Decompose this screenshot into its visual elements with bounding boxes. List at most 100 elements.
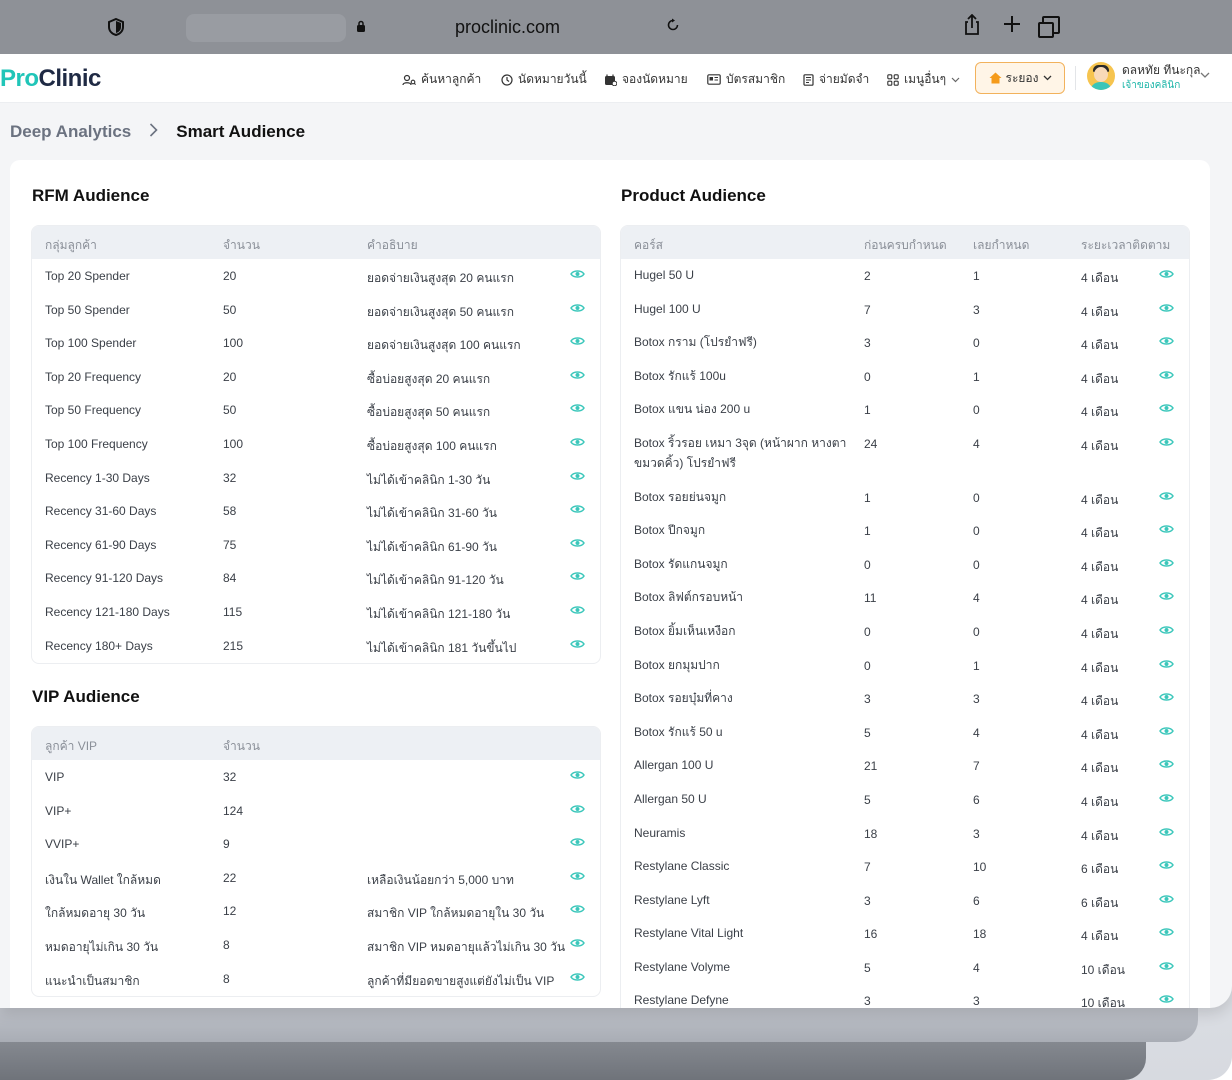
table-row[interactable]: แนะนำเป็นสมาชิก 8 ลูกค้าที่มียอดขายสูงแต่ย… (32, 962, 600, 996)
view-eye-icon[interactable] (570, 837, 585, 847)
view-eye-icon[interactable] (1159, 437, 1174, 447)
table-row[interactable]: ใกล้หมดอายุ 30 วัน 12 สมาชิก VIP ใกล้หมดอา… (32, 894, 600, 928)
view-eye-icon[interactable] (570, 471, 585, 481)
reload-icon[interactable] (666, 17, 680, 37)
shield-icon[interactable] (108, 17, 126, 37)
view-eye-icon[interactable] (1159, 336, 1174, 346)
view-eye-icon[interactable] (570, 336, 585, 346)
table-row[interactable]: เงินใน Wallet ใกล้หมด 22 เหลือเงินน้อยกว่า… (32, 861, 600, 895)
view-eye-icon[interactable] (570, 370, 585, 380)
view-eye-icon[interactable] (570, 972, 585, 982)
view-eye-icon[interactable] (1159, 726, 1174, 736)
table-row[interactable]: Recency 121-180 Days 115 ไม่ได้เข้าคลินิก … (32, 595, 600, 629)
view-eye-icon[interactable] (1159, 793, 1174, 803)
table-row[interactable]: Allergan 100 U 21 7 4 เดือน (621, 749, 1189, 783)
view-eye-icon[interactable] (1159, 961, 1174, 971)
view-eye-icon[interactable] (570, 303, 585, 313)
avatar[interactable] (1087, 62, 1115, 90)
view-eye-icon[interactable] (1159, 860, 1174, 870)
view-eye-icon[interactable] (570, 571, 585, 581)
view-eye-icon[interactable] (570, 770, 585, 780)
view-eye-icon[interactable] (570, 871, 585, 881)
table-row[interactable]: Restylane Volyme 5 4 10 เดือน (621, 951, 1189, 985)
table-row[interactable]: Top 20 Frequency 20 ซื้อบ่อยสูงสุด 20 คนแร… (32, 360, 600, 394)
table-row[interactable]: Recency 1-30 Days 32 ไม่ได้เข้าคลินิก 1-30… (32, 461, 600, 495)
table-row[interactable]: Botox ลิฟต์กรอบหน้า 11 4 4 เดือน (621, 581, 1189, 615)
view-eye-icon[interactable] (570, 804, 585, 814)
nav-deposit[interactable]: จ่ายมัดจำ (803, 70, 869, 89)
table-row[interactable]: Restylane Lyft 3 6 6 เดือน (621, 884, 1189, 918)
view-eye-icon[interactable] (570, 904, 585, 914)
share-icon[interactable] (964, 13, 980, 42)
table-row[interactable]: Top 50 Spender 50 ยอดจ่ายเงินสูงสุด 50 คนแ… (32, 293, 600, 327)
table-row[interactable]: VIP+ 124 (32, 794, 600, 828)
nav-today-appointments[interactable]: นัดหมายวันนี้ (501, 70, 587, 89)
table-row[interactable]: หมดอายุไม่เกิน 30 วัน 8 สมาชิก VIP หมดอายุ… (32, 928, 600, 962)
url-text[interactable]: proclinic.com (455, 17, 561, 37)
user-name[interactable]: ดลหทัย ทีนะกุล (1122, 63, 1201, 77)
table-row[interactable]: Botox รัดแกนจมูก 0 0 4 เดือน (621, 548, 1189, 582)
breadcrumb-deep-analytics[interactable]: Deep Analytics (10, 122, 132, 141)
table-row[interactable]: Botox กราม (โปรยำฟรี) 3 0 4 เดือน (621, 326, 1189, 360)
table-row[interactable]: Botox ยิ้มเห็นเหงือก 0 0 4 เดือน (621, 615, 1189, 649)
view-eye-icon[interactable] (570, 538, 585, 548)
table-row[interactable]: Hugel 50 U 2 1 4 เดือน (621, 259, 1189, 293)
table-row[interactable]: Botox แขน น่อง 200 u 1 0 4 เดือน (621, 393, 1189, 427)
table-row[interactable]: Recency 31-60 Days 58 ไม่ได้เข้าคลินิก 31-… (32, 494, 600, 528)
table-row[interactable]: Recency 61-90 Days 75 ไม่ได้เข้าคลินิก 61-… (32, 528, 600, 562)
table-row[interactable]: Botox ริ้วรอย เหมา 3จุด (หน้าผาก หางตา ข… (621, 427, 1189, 481)
table-row[interactable]: VIP 32 (32, 760, 600, 794)
view-eye-icon[interactable] (1159, 894, 1174, 904)
nav-more-menu[interactable]: เมนูอื่นๆ (887, 70, 960, 89)
table-row[interactable]: Restylane Classic 7 10 6 เดือน (621, 850, 1189, 884)
nav-member-card[interactable]: บัตรสมาชิก (707, 70, 785, 89)
table-row[interactable]: Hugel 100 U 7 3 4 เดือน (621, 293, 1189, 327)
view-eye-icon[interactable] (570, 938, 585, 948)
nav-search-customer[interactable]: ค้นหาลูกค้า (402, 70, 481, 89)
view-eye-icon[interactable] (1159, 759, 1174, 769)
view-eye-icon[interactable] (1159, 558, 1174, 568)
view-eye-icon[interactable] (1159, 524, 1174, 534)
table-row[interactable]: Botox รอยย่นจมูก 1 0 4 เดือน (621, 481, 1189, 515)
table-row[interactable]: Restylane Vital Light 16 18 4 เดือน (621, 917, 1189, 951)
table-row[interactable]: Botox รักแร้ 100u 0 1 4 เดือน (621, 360, 1189, 394)
table-row[interactable]: Top 50 Frequency 50 ซื้อบ่อยสูงสุด 50 คนแร… (32, 393, 600, 427)
view-eye-icon[interactable] (570, 269, 585, 279)
view-eye-icon[interactable] (570, 504, 585, 514)
table-row[interactable]: Top 100 Frequency 100 ซื้อบ่อยสูงสุด 100 ค… (32, 427, 600, 461)
table-row[interactable]: Restylane Defyne 3 3 10 เดือน (621, 984, 1189, 1008)
table-row[interactable]: VVIP+ 9 (32, 827, 600, 861)
table-row[interactable]: Botox ปีกจมูก 1 0 4 เดือน (621, 514, 1189, 548)
view-eye-icon[interactable] (1159, 591, 1174, 601)
tabs-icon[interactable] (1038, 16, 1060, 38)
branch-selector[interactable]: ระยอง (975, 62, 1065, 94)
table-row[interactable]: Botox รอยบุ๋มที่คาง 3 3 4 เดือน (621, 682, 1189, 716)
table-row[interactable]: Recency 91-120 Days 84 ไม่ได้เข้าคลินิก 91… (32, 561, 600, 595)
view-eye-icon[interactable] (570, 437, 585, 447)
table-row[interactable]: Top 20 Spender 20 ยอดจ่ายเงินสูงสุด 20 คนแ… (32, 259, 600, 293)
table-row[interactable]: Botox รักแร้ 50 u 5 4 4 เดือน (621, 716, 1189, 750)
new-tab-icon[interactable] (1002, 10, 1022, 41)
table-row[interactable]: Recency 180+ Days 215 ไม่ได้เข้าคลินิก 181… (32, 629, 600, 663)
view-eye-icon[interactable] (1159, 625, 1174, 635)
table-row[interactable]: Botox ยกมุมปาก 0 1 4 เดือน (621, 649, 1189, 683)
view-eye-icon[interactable] (1159, 403, 1174, 413)
table-row[interactable]: Neuramis 18 3 4 เดือน (621, 817, 1189, 851)
table-row[interactable]: Allergan 50 U 5 6 4 เดือน (621, 783, 1189, 817)
view-eye-icon[interactable] (1159, 827, 1174, 837)
view-eye-icon[interactable] (1159, 370, 1174, 380)
view-eye-icon[interactable] (570, 605, 585, 615)
chevron-down-icon[interactable] (1200, 70, 1210, 82)
view-eye-icon[interactable] (570, 639, 585, 649)
proclinic-logo[interactable]: ProClinic (0, 65, 101, 93)
view-eye-icon[interactable] (1159, 659, 1174, 669)
view-eye-icon[interactable] (1159, 491, 1174, 501)
nav-book-appointment[interactable]: จองนัดหมาย (604, 70, 688, 89)
view-eye-icon[interactable] (1159, 927, 1174, 937)
view-eye-icon[interactable] (570, 403, 585, 413)
view-eye-icon[interactable] (1159, 269, 1174, 279)
table-row[interactable]: Top 100 Spender 100 ยอดจ่ายเงินสูงสุด 100 … (32, 326, 600, 360)
view-eye-icon[interactable] (1159, 994, 1174, 1004)
view-eye-icon[interactable] (1159, 692, 1174, 702)
view-eye-icon[interactable] (1159, 303, 1174, 313)
